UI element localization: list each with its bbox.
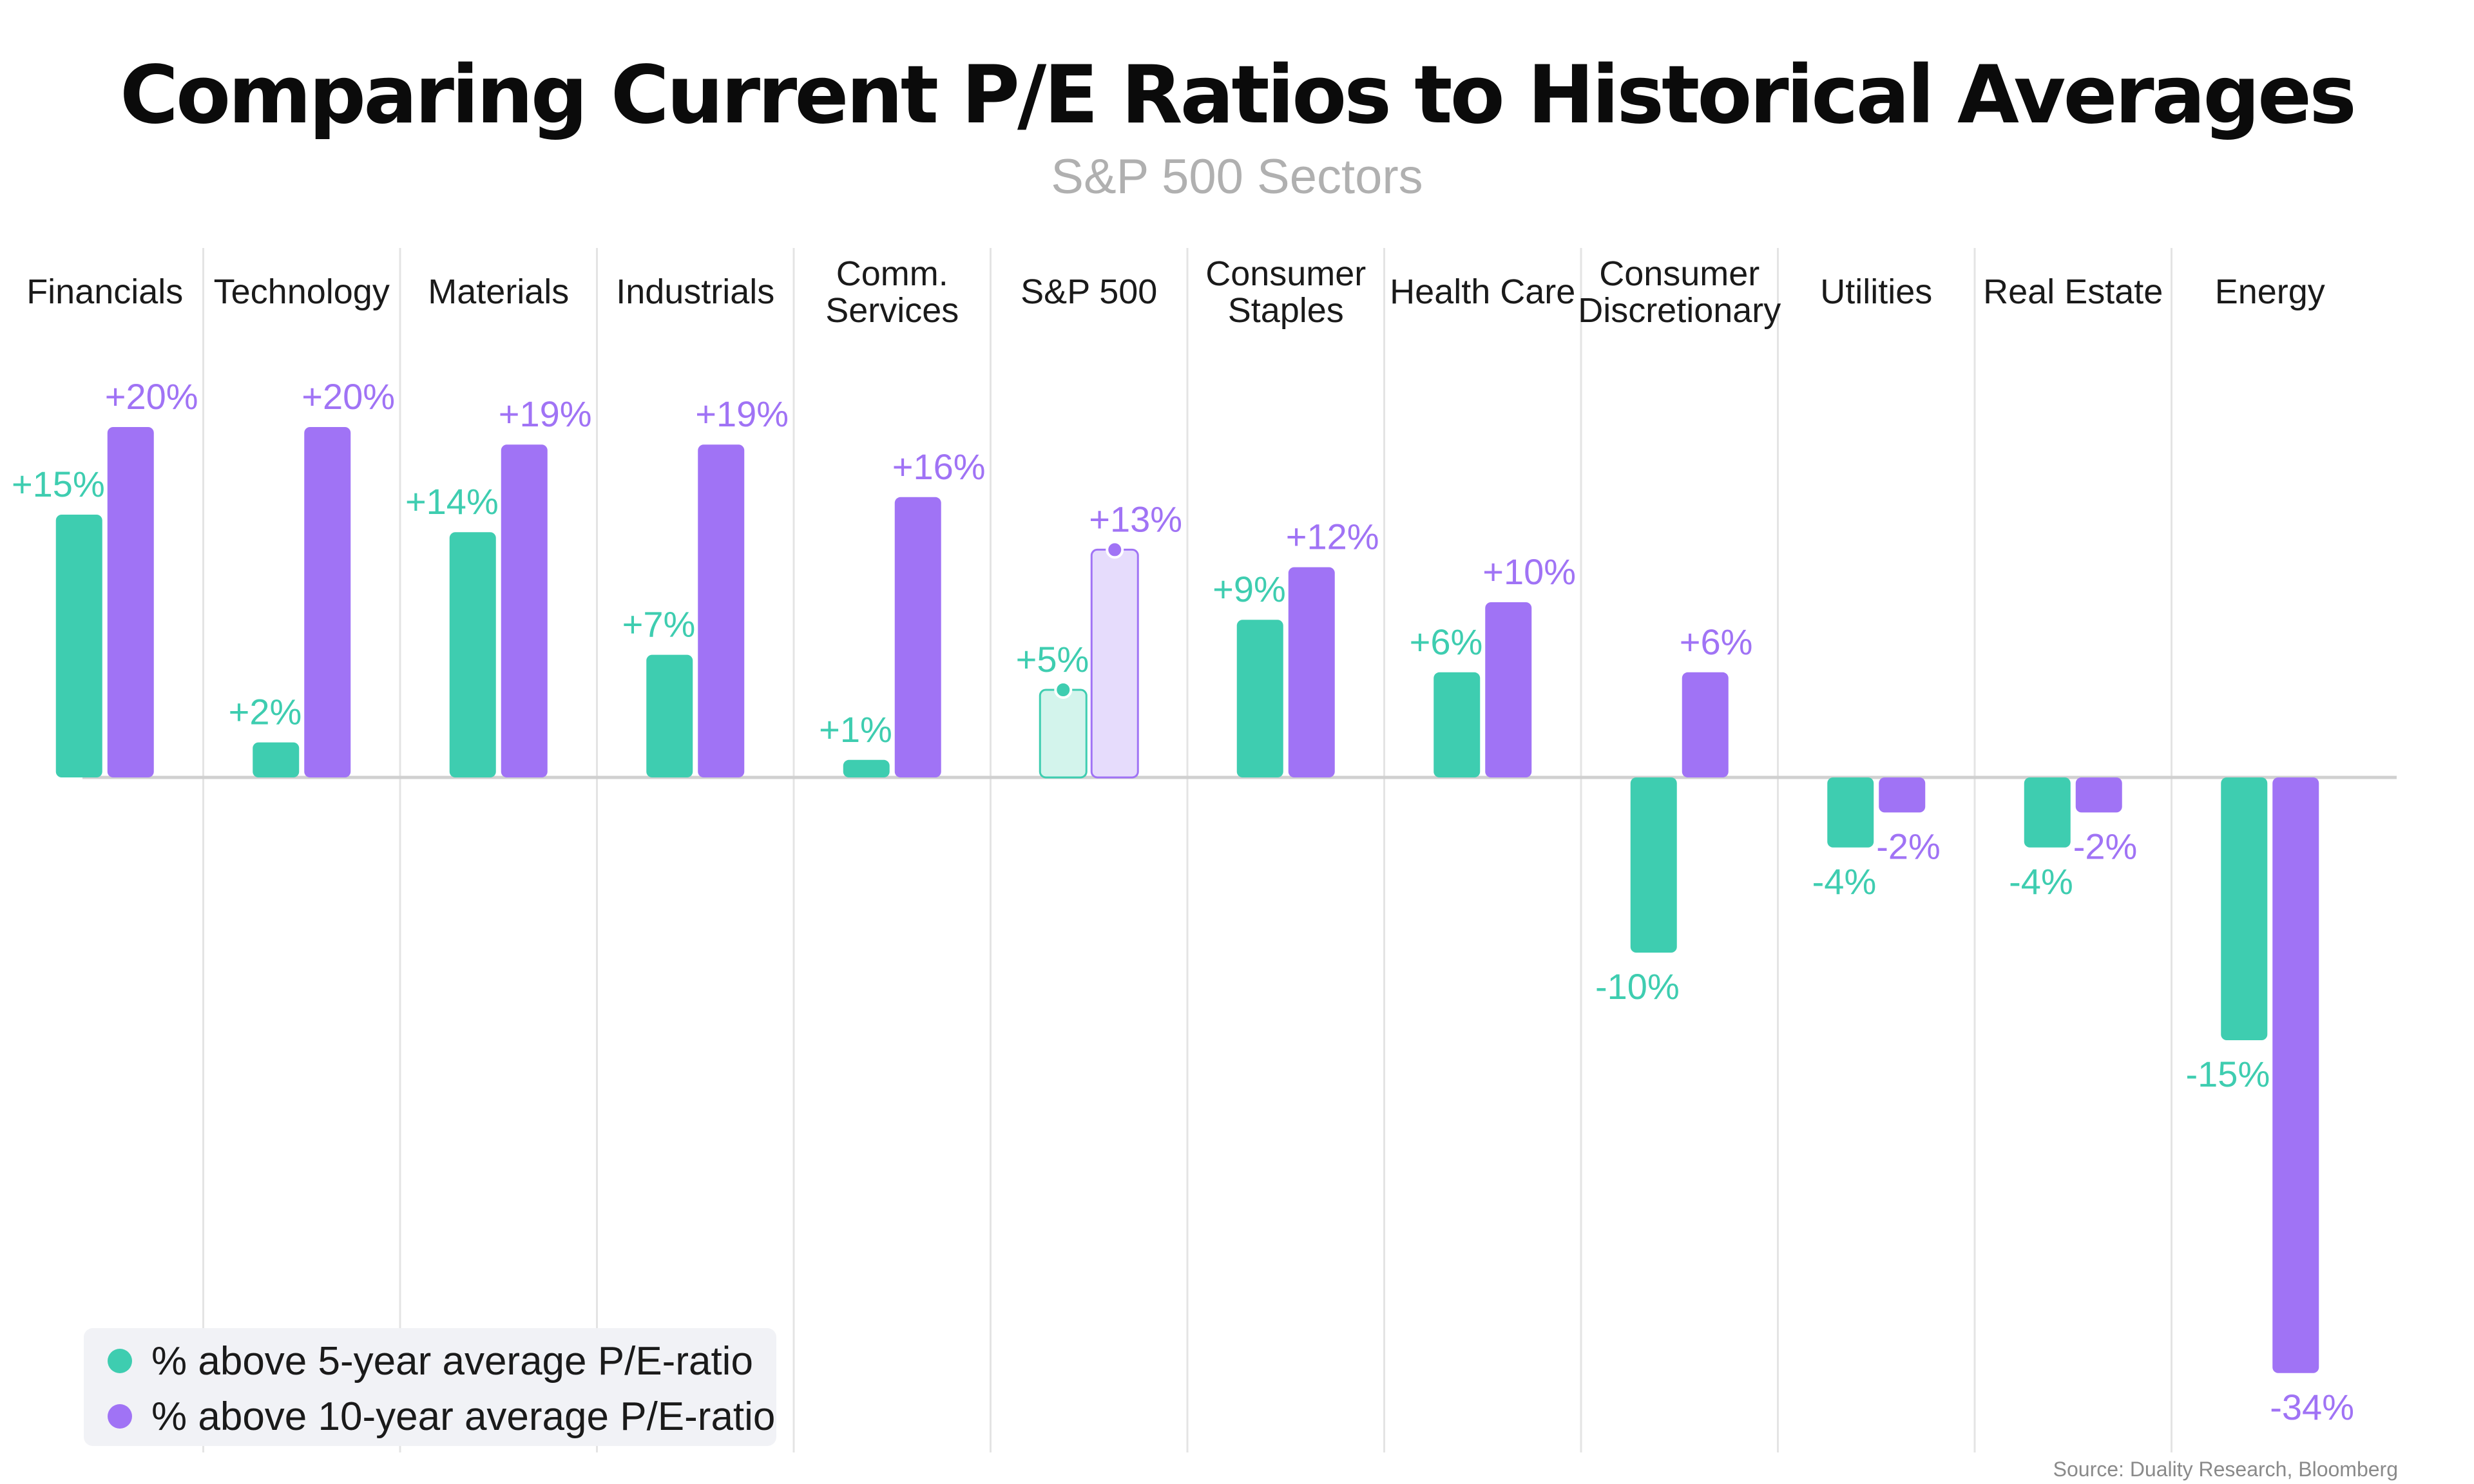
bar-5yr: [1434, 672, 1481, 777]
bar-5yr: [449, 532, 496, 777]
category-label: Health Care: [1390, 272, 1575, 311]
bar-10yr: [894, 497, 941, 777]
legend-swatch-10yr: [108, 1404, 132, 1429]
value-label: +19%: [499, 394, 592, 434]
bar-10yr: [1682, 672, 1729, 777]
value-label: +2%: [229, 692, 302, 732]
category-label: Technology: [214, 272, 390, 311]
bar-5yr: [55, 515, 102, 777]
source-note: Source: Duality Research, Bloomberg: [2053, 1458, 2398, 1481]
category-label: Real Estate: [1983, 272, 2163, 311]
value-label: +13%: [1089, 499, 1182, 539]
value-label: +14%: [405, 481, 499, 522]
value-label: +20%: [105, 376, 198, 417]
bar-5yr: [2221, 777, 2268, 1040]
value-label: -15%: [2186, 1054, 2270, 1094]
value-label: +6%: [1410, 622, 1483, 662]
chart-title: Comparing Current P/E Ratios to Historic…: [120, 49, 2354, 142]
value-label: +20%: [302, 376, 395, 417]
legend-label-10yr: % above 10-year average P/E-ratio: [151, 1394, 775, 1439]
value-label: +16%: [892, 446, 986, 487]
bar-5yr: [2024, 777, 2071, 848]
marker-10yr: [1106, 540, 1124, 559]
chart-subtitle: S&P 500 Sectors: [1051, 149, 1423, 204]
category-label: Consumer Staples: [1205, 254, 1366, 330]
value-label: +19%: [695, 394, 789, 434]
category-label: Energy: [2215, 272, 2325, 311]
bar-5yr: [1827, 777, 1874, 848]
separator-lines: [202, 248, 2172, 1452]
bar-10yr: [1879, 777, 1926, 813]
category-label: Consumer Discretionary: [1578, 254, 1781, 330]
value-label: -10%: [1595, 966, 1680, 1007]
category-label: Financials: [26, 272, 183, 311]
value-label: +1%: [819, 709, 892, 750]
category-labels: Financials Technology Materials Industrials…: [26, 254, 2325, 330]
value-label: +6%: [1680, 622, 1753, 662]
value-label: -34%: [2270, 1387, 2354, 1427]
bar-10yr: [698, 444, 745, 777]
legend-swatch-5yr: [108, 1349, 132, 1373]
category-label: Comm. Services: [825, 254, 959, 330]
bar-5yr: [1630, 777, 1677, 953]
legend: % above 5-year average P/E-ratio % above…: [84, 1328, 776, 1446]
bars-group: [55, 427, 2319, 1373]
value-label: -2%: [2073, 826, 2138, 866]
value-label: +7%: [622, 604, 696, 645]
value-label: +12%: [1286, 517, 1379, 557]
category-label: Industrials: [616, 272, 774, 311]
bar-10yr: [107, 427, 154, 777]
marker-5yr: [1054, 681, 1073, 699]
value-label: +9%: [1213, 569, 1286, 609]
value-label: +10%: [1482, 551, 1576, 592]
value-label: -2%: [1876, 826, 1941, 866]
value-label: -4%: [2009, 861, 2073, 902]
category-label: S&P 500: [1021, 272, 1157, 311]
value-labels: +15% +20% +2% +20% +14% +19% +7% +19% +1% +16% +5%…: [12, 376, 2354, 1427]
category-label: Utilities: [1820, 272, 1932, 311]
legend-background: [84, 1328, 776, 1446]
value-label: +15%: [12, 464, 105, 504]
bar-5yr: [1039, 689, 1088, 779]
category-label: Materials: [428, 272, 569, 311]
bar-10yr: [304, 427, 351, 777]
value-label: +5%: [1016, 639, 1089, 680]
bar-5yr: [843, 759, 890, 777]
value-label: -4%: [1812, 861, 1877, 902]
legend-label-5yr: % above 5-year average P/E-ratio: [151, 1339, 753, 1384]
bar-10yr: [501, 444, 548, 777]
bar-10yr: [1485, 602, 1532, 777]
bar-10yr: [2075, 777, 2122, 813]
bar-5yr: [646, 654, 693, 777]
bar-10yr: [2272, 777, 2319, 1373]
bar-5yr: [1236, 620, 1283, 777]
bar-10yr: [1090, 548, 1139, 779]
bar-10yr: [1288, 567, 1335, 777]
bar-5yr: [253, 742, 300, 777]
